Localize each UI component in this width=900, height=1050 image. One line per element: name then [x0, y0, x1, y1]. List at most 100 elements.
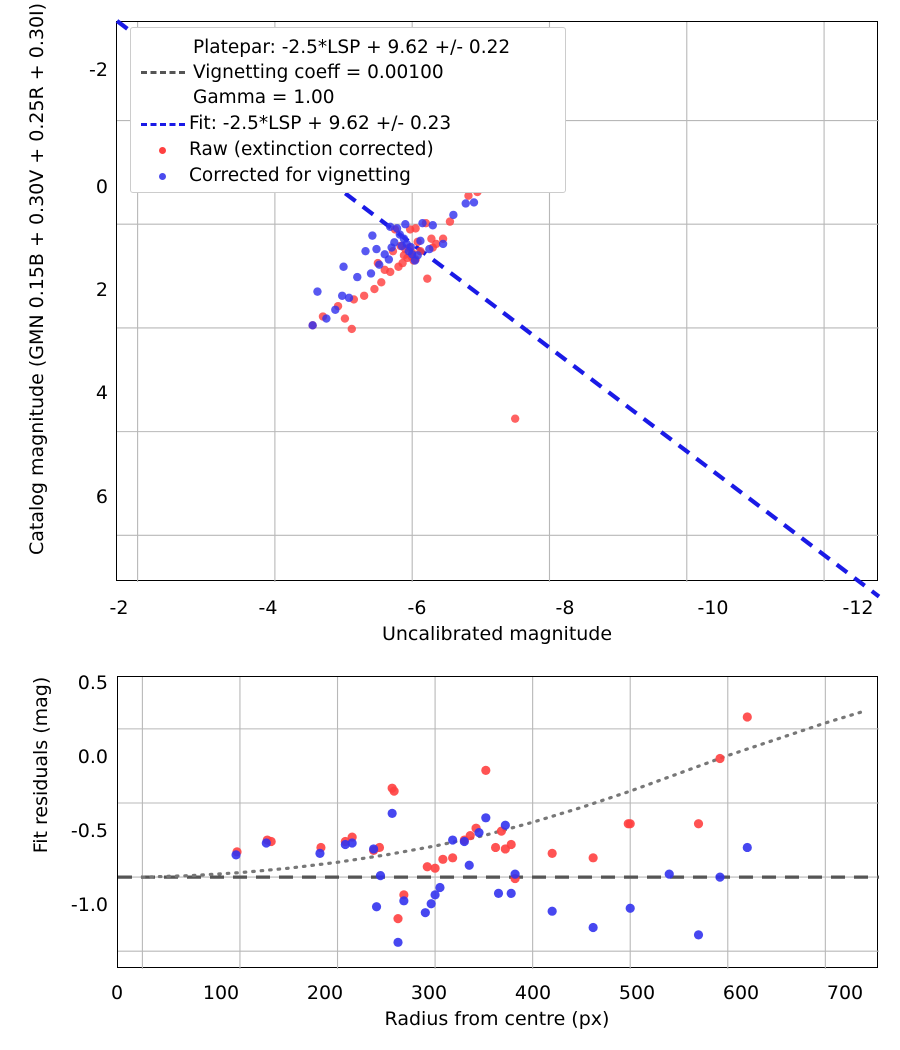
- data-point: [430, 890, 440, 900]
- data-point: [464, 191, 473, 200]
- top-ytick-0: -2: [89, 59, 108, 81]
- data-point: [389, 786, 399, 796]
- legend-entry-platepar[interactable]: [137, 61, 197, 83]
- bottom-gridlines: [118, 677, 879, 969]
- series-corrected: [308, 198, 479, 330]
- data-point: [308, 321, 317, 330]
- dashed-grey-line-icon: [137, 61, 189, 83]
- bottom-xtick-3: 300: [410, 982, 448, 1004]
- data-point: [366, 269, 376, 278]
- data-point: [393, 937, 403, 947]
- data-point: [313, 287, 322, 296]
- legend-corrected-label: Corrected for vignetting: [189, 165, 411, 186]
- legend-platepar-line3: Gamma = 1.00: [193, 87, 335, 108]
- data-point: [397, 241, 407, 251]
- data-point: [588, 853, 598, 863]
- data-point: [438, 239, 448, 249]
- data-point: [375, 260, 384, 269]
- data-point: [377, 278, 386, 287]
- data-point: [340, 839, 350, 850]
- data-point: [693, 819, 704, 829]
- data-point: [715, 753, 725, 764]
- data-point: [625, 819, 635, 829]
- data-point: [416, 236, 425, 246]
- legend-entry-fit[interactable]: Fit: -2.5*LSP + 9.62 +/- 0.23: [137, 113, 451, 135]
- data-point: [337, 291, 347, 300]
- data-point: [372, 244, 381, 254]
- data-point: [404, 246, 413, 256]
- data-point: [369, 844, 379, 854]
- data-point: [380, 250, 389, 259]
- data-point: [371, 902, 382, 912]
- data-point: [510, 414, 520, 423]
- data-point: [742, 842, 752, 853]
- legend-platepar-line1: Platepar: -2.5*LSP + 9.62 +/- 0.22: [193, 37, 511, 58]
- data-point: [394, 262, 403, 271]
- data-point: [423, 274, 432, 283]
- data-point: [344, 293, 354, 303]
- top-panel-xlabel: Uncalibrated magnitude: [381, 623, 613, 645]
- data-point: [474, 828, 484, 838]
- data-point: [387, 808, 397, 818]
- top-xtick-1: -4: [258, 597, 278, 619]
- data-point: [393, 914, 403, 924]
- legend-entry-corrected[interactable]: Corrected for vignetting: [137, 165, 411, 187]
- top-ytick-3: 4: [95, 382, 108, 404]
- top-legend: Platepar: -2.5*LSP + 9.62 +/- 0.22 Vigne…: [130, 27, 566, 193]
- bottom-xtick-7: 700: [826, 982, 864, 1004]
- data-point: [428, 221, 437, 230]
- data-point: [322, 314, 331, 323]
- data-point: [422, 862, 432, 872]
- data-point: [664, 869, 674, 879]
- data-point: [506, 888, 516, 899]
- legend-fit-label: Fit: -2.5*LSP + 9.62 +/- 0.23: [189, 113, 452, 134]
- data-point: [315, 848, 325, 858]
- data-point: [387, 243, 396, 252]
- data-point: [392, 224, 402, 233]
- data-point: [399, 896, 409, 906]
- data-point: [490, 842, 501, 853]
- data-point: [438, 854, 448, 864]
- bottom-xtick-5: 500: [618, 982, 656, 1004]
- series-corrected: [231, 808, 752, 947]
- bottom-ytick-1: 0.0: [77, 746, 108, 768]
- bottom-ytick-3: -1.0: [70, 894, 108, 916]
- data-point: [261, 838, 271, 848]
- data-point: [418, 218, 427, 228]
- data-point: [331, 305, 340, 314]
- data-point: [359, 291, 369, 300]
- bottom-plot-canvas: [118, 677, 879, 969]
- bottom-ytick-2: -0.5: [70, 820, 108, 842]
- top-xtick-2: -6: [407, 597, 427, 619]
- data-point: [368, 231, 377, 240]
- data-point: [347, 838, 357, 848]
- top-xtick-4: -10: [697, 597, 729, 619]
- bottom-panel-xlabel: Radius from centre (px): [384, 1008, 610, 1030]
- data-point: [445, 217, 455, 226]
- data-point: [375, 871, 386, 881]
- data-point: [339, 262, 348, 271]
- data-point: [448, 835, 458, 845]
- data-point: [430, 863, 440, 873]
- top-xtick-5: -12: [842, 597, 874, 619]
- red-dot-marker-icon: [137, 139, 189, 161]
- data-point: [715, 872, 725, 882]
- bottom-xtick-6: 600: [722, 982, 760, 1004]
- data-point: [464, 860, 474, 870]
- data-point: [493, 888, 504, 899]
- top-ytick-1: 0: [95, 176, 108, 198]
- blue-dot-marker-icon: [137, 165, 189, 187]
- data-point: [420, 908, 430, 918]
- bottom-ytick-0: 0.5: [77, 672, 108, 694]
- bottom-xtick-4: 400: [514, 982, 552, 1004]
- data-point: [370, 284, 379, 294]
- dashed-blue-line-icon: [137, 113, 189, 135]
- bottom-xtick-0: 0: [110, 982, 124, 1004]
- legend-platepar-line2: Vignetting coeff = 0.00100: [193, 62, 444, 83]
- data-point: [500, 820, 510, 830]
- legend-entry-raw[interactable]: Raw (extinction corrected): [137, 139, 434, 161]
- data-point: [427, 234, 436, 243]
- data-point: [401, 220, 410, 229]
- data-point: [435, 882, 445, 893]
